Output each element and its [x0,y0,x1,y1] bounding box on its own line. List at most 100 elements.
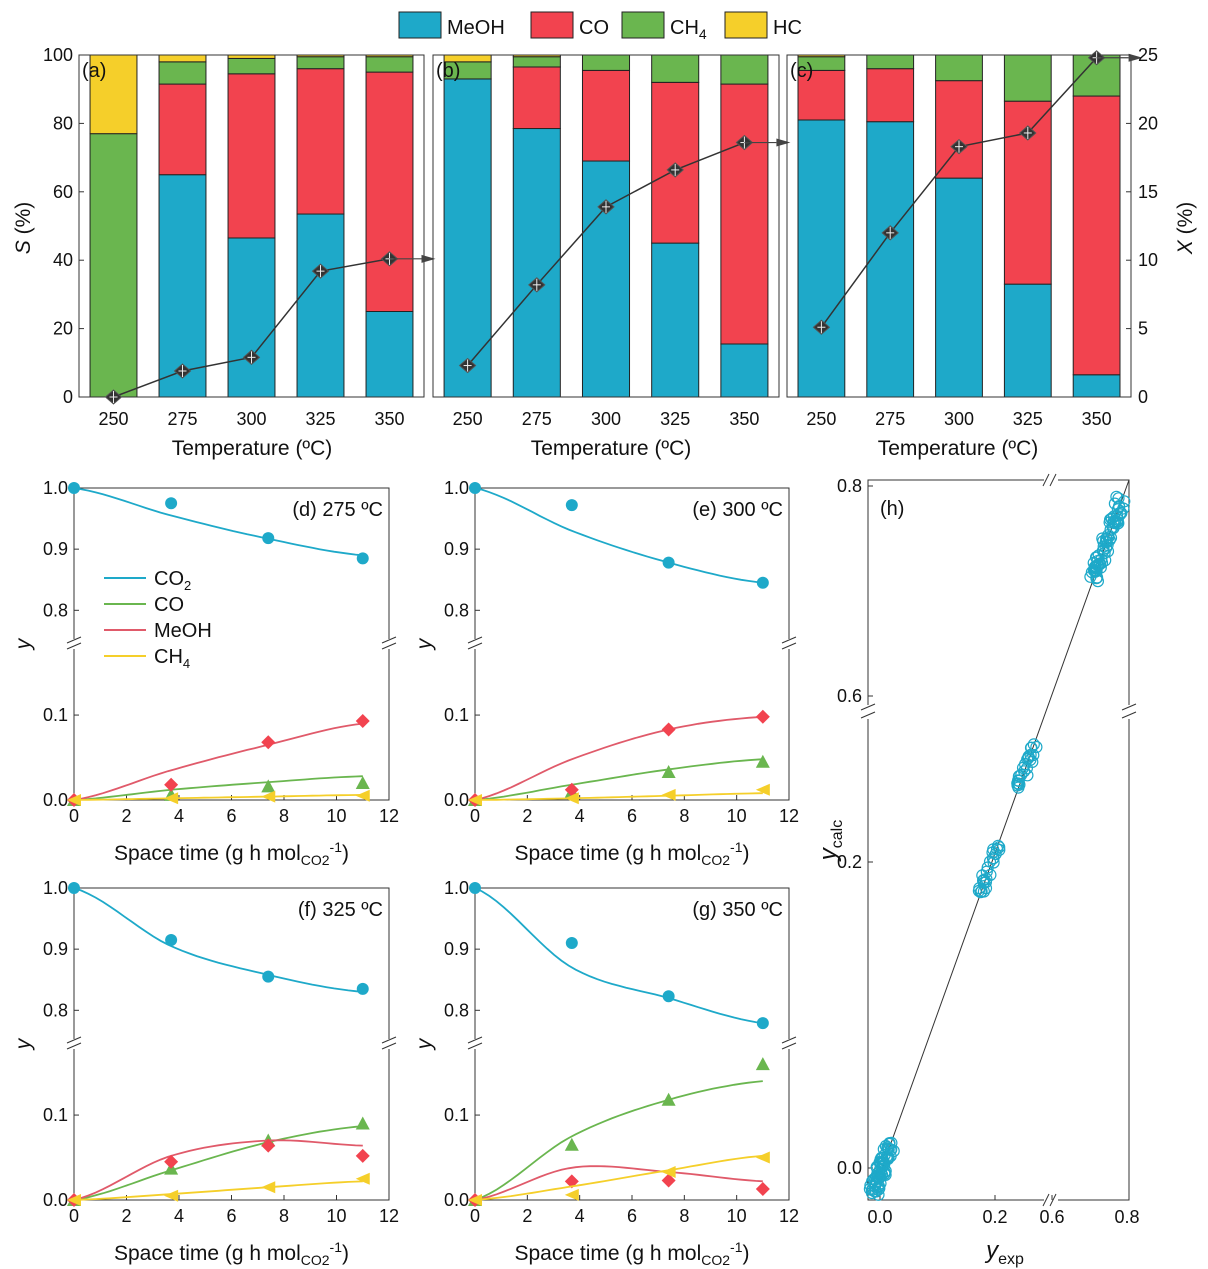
x-title-main: Space time (g h mol [515,842,702,865]
legend-label-hc: HC [773,17,802,39]
model-curve-co2 [73,887,363,993]
axis-break-gap [68,639,80,649]
y-tick-label: 0.8 [444,600,469,620]
data-point-co [755,1057,770,1071]
data-point-co [755,754,770,768]
x-tick-label: 0.2 [982,1207,1007,1227]
panel-label: (f) 325 ºC [298,899,383,921]
model-curve-ch4 [474,792,763,801]
bar-segment-meoh [720,343,769,398]
legend-swatch-hc [724,11,768,39]
x-title-main: Space time (g h mol [515,1242,702,1265]
bar-segment-co [227,73,276,239]
y-axis-title: y [12,1037,35,1051]
data-point-co2 [356,982,369,995]
model-curve-co [73,775,363,801]
x-tick-label: 0 [470,806,480,826]
bar-segment-co [720,83,769,345]
data-point-ch4 [661,788,676,801]
data-point-meoh [661,722,676,737]
data-point-ch4 [468,1194,482,1206]
parity-point [870,1169,883,1183]
bar-segment-co [866,68,915,123]
x-title-sup: -1 [330,839,343,855]
data-point-meoh [661,1173,676,1188]
y-tick-label: 40 [53,250,73,270]
data-point-ch4 [67,1194,81,1206]
axis-break-mark [781,636,797,644]
data-point-co2 [262,970,275,983]
axis-break-gap [469,639,481,649]
y-tick-label: 0.8 [837,476,862,496]
model-curve-co2 [474,487,763,584]
y-tick-label: 0.8 [444,1000,469,1020]
axis-break-mark [781,642,797,650]
bar-segment-hc [158,54,207,63]
y-tick-label: 0.0 [837,1158,862,1178]
plot-frame [432,54,780,398]
parity-point [1024,748,1037,762]
bar-segment-meoh [365,311,414,398]
data-point-meoh [355,1148,370,1163]
x-tick-label: 275 [875,409,905,429]
x-tick-label: 0 [470,1206,480,1226]
parity-point [873,1182,886,1195]
plot-frame [786,54,1132,398]
y-tick-label: 0.9 [444,539,469,559]
bar-segment-meoh [512,128,561,398]
kinetic-panel-g: 0.8 0.9 1.0 0.0 0.1 0 2 4 6 8 10 12 y Space time (g h… [413,878,799,1268]
y-tick-label: 0.1 [444,1105,469,1125]
axis-break-gap [783,639,795,649]
x-tick-label: 250 [98,409,128,429]
data-point-ch4 [355,1172,370,1185]
axis-break-mark [66,1042,82,1050]
top-legend: MeOH CO CH4 HC [398,11,802,42]
x-tick-label: 2 [522,806,532,826]
y-title-main: y [815,846,842,862]
panel-label: (h) [880,498,904,520]
y-tick-label: 0.8 [43,1000,68,1020]
data-point-meoh [164,777,179,792]
y-tick-label: 0 [63,387,73,407]
x-tick-label: 8 [679,1206,689,1226]
panel-label: (a) [82,60,106,82]
bar-segment-ch4 [227,57,276,75]
x-title-main: Space time (g h mol [114,842,301,865]
parity-point [1021,753,1034,766]
data-point-co [355,1116,370,1130]
y-axis-title-right: X (%) [1174,202,1197,256]
legend-label-meoh: MeOH [447,17,505,39]
bar-segment-meoh [866,121,915,398]
x-tick-label: 2 [121,1206,131,1226]
model-curve-co [474,758,763,801]
axis-break-mark [467,642,483,650]
y-axis-title-italic: S [12,240,35,254]
parity-point [1090,571,1104,584]
legend-label-sub: 2 [184,578,191,593]
bar-segment-meoh [797,119,846,398]
x-tick-label: 275 [167,409,197,429]
x-tick-label: 4 [174,806,184,826]
y2-tick-label: 10 [1138,250,1158,270]
plot-frame [867,479,1130,1201]
x-tick-label: 350 [374,409,404,429]
parity-point [1021,769,1034,782]
data-point-co2 [165,497,178,510]
arrow-head [1128,53,1143,62]
selectivity-panels: 250 275 300 325 350(a)250 275 300 325 350(b)250 2… [12,45,1197,460]
y-axis-title: y [12,637,35,651]
parity-point [1102,531,1115,544]
x-tick-label: 8 [679,806,689,826]
legend-swatch-co [530,11,574,39]
x-tick-label: 0.8 [1114,1207,1139,1227]
parity-point [1112,492,1125,505]
x-tick-label: 6 [627,806,637,826]
parity-point [1087,556,1100,570]
bar-segment-co [365,71,414,312]
parity-point [1101,545,1115,558]
y-tick-label: 1.0 [444,478,469,498]
x-title-sup: -1 [730,839,743,855]
model-curve-co [73,1125,363,1201]
